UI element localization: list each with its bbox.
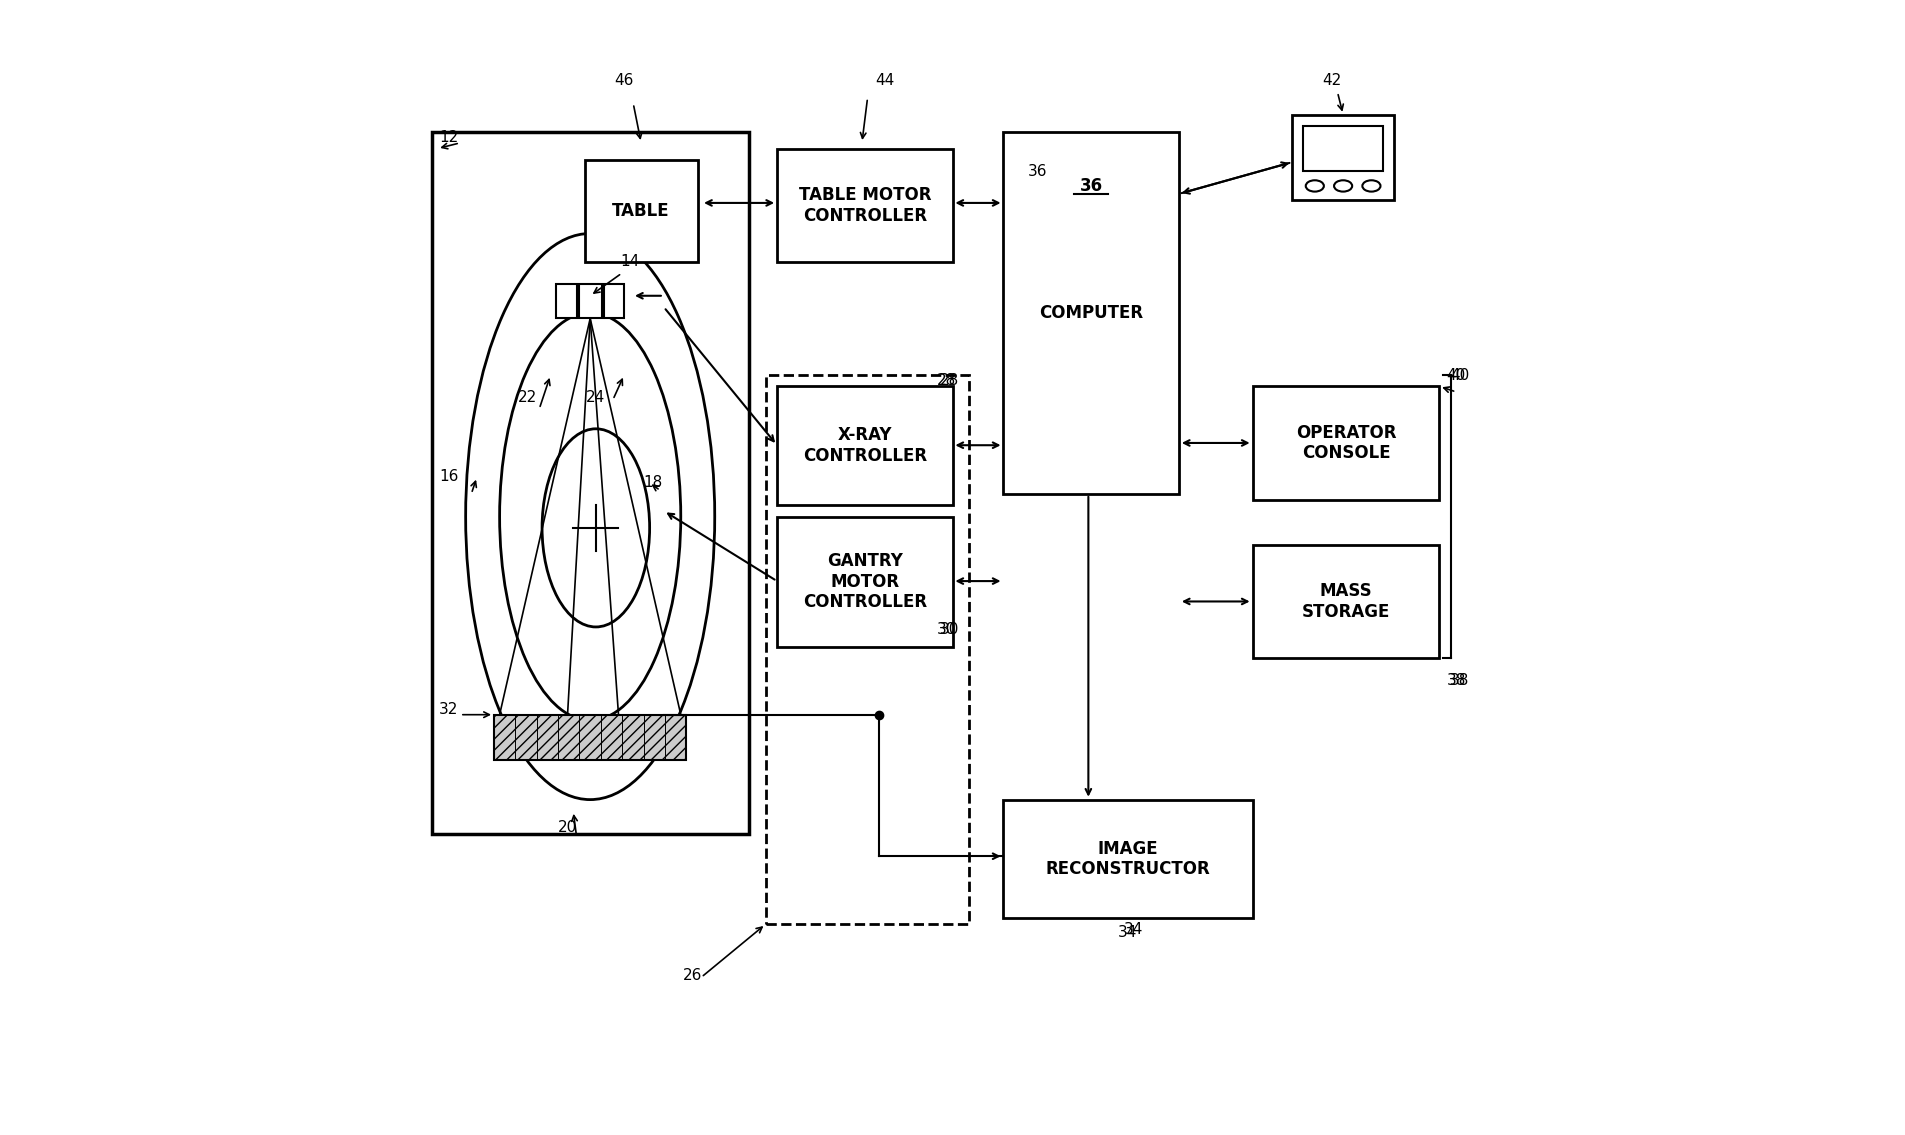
Bar [1004,799,1253,918]
Bar [1303,126,1383,171]
Bar [604,285,625,319]
Ellipse shape [543,429,650,627]
Ellipse shape [465,234,714,799]
Text: 28: 28 [939,373,958,388]
Text: 16: 16 [438,470,459,485]
Bar [1004,132,1179,494]
Text: 20: 20 [558,821,577,835]
Text: TABLE MOTOR
CONTROLLER: TABLE MOTOR CONTROLLER [798,186,932,225]
Ellipse shape [1334,180,1353,192]
Text: 34: 34 [1124,923,1143,938]
Text: GANTRY
MOTOR
CONTROLLER: GANTRY MOTOR CONTROLLER [802,552,928,612]
Text: TABLE: TABLE [612,202,671,220]
Bar [777,516,952,647]
Text: 36: 36 [1080,177,1103,195]
Text: 18: 18 [642,476,663,490]
Bar [585,160,697,262]
Text: 40: 40 [1446,368,1467,382]
Text: 14: 14 [621,254,640,269]
Text: 38: 38 [1450,673,1469,688]
Bar [1253,386,1440,499]
Text: IMAGE
RECONSTRUCTOR: IMAGE RECONSTRUCTOR [1046,840,1210,878]
Text: 46: 46 [615,73,634,89]
Text: 40: 40 [1450,368,1469,382]
Bar [432,132,749,833]
Text: COMPUTER: COMPUTER [1038,304,1143,321]
Text: MASS
STORAGE: MASS STORAGE [1301,582,1391,621]
Bar [1253,545,1440,658]
Text: 26: 26 [682,968,701,983]
Text: 30: 30 [937,622,956,637]
Text: X-RAY
CONTROLLER: X-RAY CONTROLLER [802,427,928,465]
Ellipse shape [499,313,680,721]
Bar [493,715,686,760]
Text: OPERATOR
CONSOLE: OPERATOR CONSOLE [1295,423,1396,462]
Text: 22: 22 [518,390,537,405]
Bar [579,285,602,319]
Text: 30: 30 [939,622,958,637]
Ellipse shape [1305,180,1324,192]
Text: 36: 36 [1027,163,1048,178]
Text: 24: 24 [587,390,606,405]
Text: 44: 44 [874,73,893,89]
Text: 38: 38 [1446,673,1467,688]
Bar [777,149,952,262]
Bar [1292,115,1394,200]
Text: 28: 28 [937,373,956,388]
Text: 34: 34 [1118,925,1137,940]
Text: 32: 32 [438,701,459,716]
Bar [766,375,970,924]
Text: 42: 42 [1322,73,1341,89]
Ellipse shape [1362,180,1381,192]
Bar [777,386,952,505]
Text: 12: 12 [438,129,459,145]
Bar [556,285,577,319]
